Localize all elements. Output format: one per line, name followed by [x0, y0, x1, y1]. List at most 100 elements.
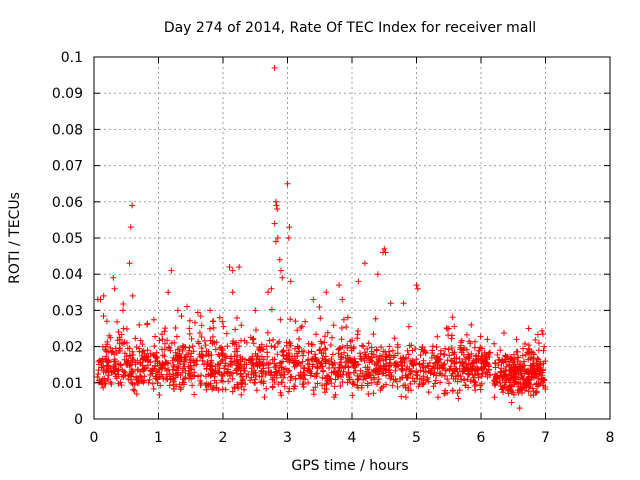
data-point — [283, 342, 290, 349]
data-point — [205, 371, 212, 378]
data-point — [375, 358, 382, 365]
data-point — [195, 340, 202, 347]
data-point — [260, 362, 267, 369]
data-point — [484, 369, 491, 376]
data-point — [331, 394, 338, 401]
data-point — [374, 379, 381, 386]
data-point — [407, 370, 414, 377]
data-point — [472, 381, 479, 388]
tick-labels: 0 1 2 3 4 5 6 7 8 0 0.01 0.02 0.03 0.04 0.05 0.06 0.07 0.… — [52, 50, 615, 446]
data-point — [144, 347, 151, 354]
data-point — [112, 371, 119, 377]
data-point — [111, 363, 117, 370]
data-point — [299, 323, 305, 330]
data-point — [330, 322, 337, 329]
y-tick-label: 0 — [74, 412, 83, 428]
data-point — [194, 309, 201, 316]
y-tick-label: 0.1 — [61, 50, 83, 66]
data-point — [331, 359, 338, 366]
data-point — [463, 331, 470, 338]
data-point — [245, 371, 252, 378]
data-point — [383, 351, 390, 358]
data-point — [485, 362, 492, 368]
data-point — [336, 364, 343, 371]
data-point — [479, 345, 485, 352]
data-point — [367, 356, 373, 363]
data-point — [268, 306, 275, 313]
data-point — [100, 292, 107, 299]
x-tick-label: 7 — [541, 430, 550, 446]
data-point — [541, 343, 548, 350]
data-point — [159, 352, 166, 359]
data-point — [198, 380, 205, 387]
data-point — [332, 376, 339, 383]
data-point — [115, 371, 122, 378]
data-point — [520, 376, 527, 383]
data-point — [241, 386, 247, 393]
data-point — [277, 372, 284, 379]
data-point — [250, 340, 257, 347]
data-point — [455, 395, 462, 402]
data-point — [176, 381, 183, 388]
data-point — [422, 349, 429, 356]
data-point — [451, 323, 458, 330]
data-point — [456, 387, 463, 394]
y-axis-label: ROTI / TECUs — [7, 192, 23, 284]
data-point — [203, 365, 210, 372]
data-point — [335, 346, 342, 353]
data-point — [278, 392, 285, 399]
data-point — [124, 339, 130, 346]
data-point — [278, 364, 285, 371]
data-point — [153, 375, 160, 382]
data-point — [140, 379, 147, 386]
data-point — [202, 342, 209, 349]
data-point — [497, 383, 504, 390]
data-point — [525, 325, 532, 332]
data-point — [344, 345, 351, 351]
data-point — [424, 376, 430, 383]
data-point — [420, 377, 427, 384]
data-point — [529, 385, 536, 392]
data-point — [179, 348, 186, 354]
data-point — [209, 363, 215, 370]
data-point — [131, 381, 138, 388]
data-point — [410, 361, 417, 368]
data-point — [361, 349, 368, 356]
data-point — [397, 358, 404, 365]
data-point — [186, 344, 193, 351]
data-point — [475, 366, 482, 372]
data-point — [125, 372, 132, 379]
data-point — [147, 371, 154, 378]
data-point — [528, 374, 535, 381]
data-point — [339, 379, 346, 385]
data-point — [434, 333, 441, 340]
data-point — [162, 325, 169, 332]
data-point — [224, 369, 230, 376]
data-point — [438, 371, 445, 378]
data-point — [328, 380, 335, 387]
data-point — [159, 374, 166, 381]
data-point — [498, 365, 505, 372]
data-point — [457, 342, 464, 349]
data-point — [506, 362, 513, 369]
data-point — [294, 327, 301, 334]
data-point — [236, 264, 243, 270]
data-point — [383, 372, 389, 379]
data-point — [211, 368, 217, 375]
data-point — [284, 356, 291, 363]
x-tick-label: 8 — [606, 430, 615, 446]
data-point — [207, 337, 214, 344]
data-point — [126, 345, 133, 352]
data-point — [198, 345, 205, 352]
data-point — [432, 380, 439, 387]
data-point — [181, 343, 188, 350]
data-point — [229, 289, 236, 296]
data-point — [416, 376, 423, 383]
data-point — [461, 368, 468, 375]
data-point — [107, 334, 114, 341]
data-point — [117, 362, 124, 369]
data-point — [112, 345, 119, 352]
data-point — [316, 304, 323, 310]
data-point — [269, 383, 276, 390]
data-point — [433, 344, 440, 350]
